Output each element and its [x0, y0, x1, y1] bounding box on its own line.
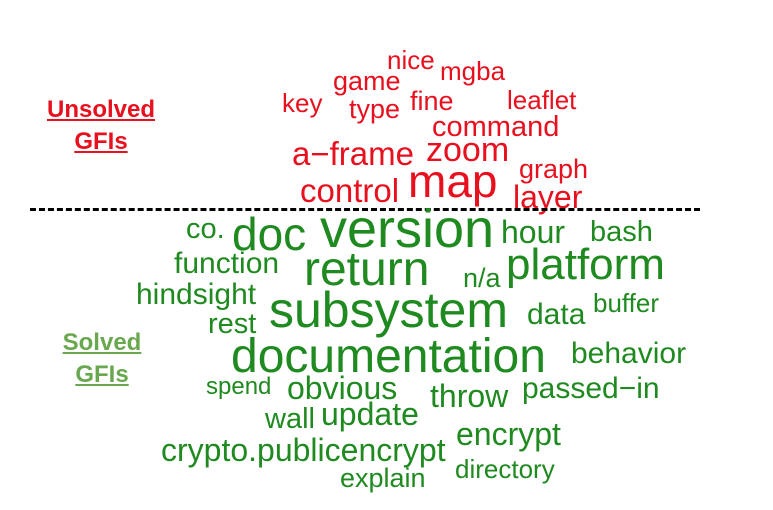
word-behavior: behavior: [571, 337, 687, 370]
word-a-frame: a−frame: [292, 135, 414, 172]
word-buffer: buffer: [593, 288, 660, 318]
word-graph: graph: [519, 154, 589, 184]
word-explain: explain: [340, 463, 426, 493]
word-update: update: [321, 396, 419, 432]
word-mgba: mgba: [440, 56, 506, 86]
word-return: return: [304, 243, 430, 296]
word-data: data: [527, 298, 586, 331]
word-zoom: zoom: [426, 131, 510, 169]
word-subsystem: subsystem: [269, 282, 508, 338]
word-game: game: [333, 66, 401, 96]
word-co: co.: [186, 213, 225, 245]
word-doc: doc: [232, 208, 307, 260]
word-layer: layer: [513, 179, 583, 215]
word-hindsight: hindsight: [136, 278, 257, 311]
unsolved-label-line-2: GFIs: [74, 128, 128, 155]
word-rest: rest: [208, 308, 257, 340]
word-command: command: [432, 111, 560, 143]
word-passed-in: passed−in: [522, 372, 660, 405]
word-function: function: [174, 247, 280, 280]
word-spend: spend: [206, 373, 272, 400]
word-documentation: documentation: [231, 330, 546, 383]
word-n-a: n/a: [463, 263, 501, 293]
word-map: map: [408, 155, 498, 207]
word-control: control: [300, 172, 400, 209]
word-crypto-publicencrypt: crypto.publicencrypt: [161, 432, 446, 468]
solved-label-line-2: GFIs: [75, 361, 129, 388]
word-version: version: [320, 199, 495, 259]
word-obvious: obvious: [287, 370, 398, 406]
word-bash: bash: [590, 216, 653, 248]
solved-gfis-label: Solved GFIs: [50, 327, 154, 391]
word-key: key: [282, 88, 323, 118]
word-encrypt: encrypt: [456, 416, 561, 452]
solved-label-line-1: Solved: [62, 329, 142, 356]
word-fine: fine: [410, 86, 454, 116]
word-throw: throw: [430, 378, 509, 414]
word-directory: directory: [455, 454, 555, 484]
word-wall: wall: [265, 403, 315, 435]
unsolved-label-line-1: Unsolved: [46, 96, 156, 123]
unsolved-gfis-label: Unsolved GFIs: [36, 94, 166, 158]
dashed-divider-line: [30, 208, 700, 211]
word-nice: nice: [387, 45, 435, 75]
word-leaflet: leaflet: [507, 85, 577, 115]
word-platform: platform: [506, 240, 665, 289]
word-hour: hour: [501, 214, 566, 250]
word-type: type: [349, 94, 401, 124]
